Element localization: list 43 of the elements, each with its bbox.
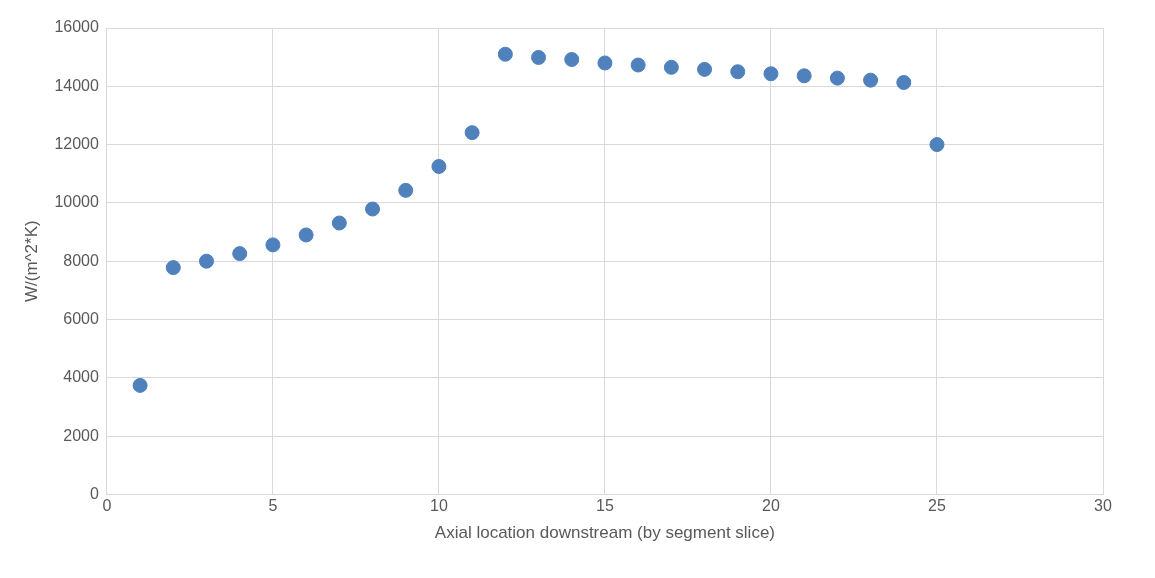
- point: [929, 137, 945, 153]
- y-axis-title: W/(m^2*K): [21, 220, 41, 303]
- x-tick-label: 25: [928, 497, 946, 515]
- point: [531, 49, 547, 65]
- y-tick-label: 6000: [63, 309, 99, 327]
- x-tick-label: 15: [596, 497, 614, 515]
- x-axis-title: Axial location downstream (by segment slice): [434, 523, 776, 543]
- point: [796, 68, 812, 84]
- point: [265, 237, 281, 253]
- point: [597, 55, 613, 71]
- point: [763, 66, 779, 82]
- point: [232, 246, 248, 262]
- point: [829, 70, 845, 86]
- y-tick-label: 2000: [63, 426, 99, 444]
- point: [863, 72, 879, 88]
- point: [132, 377, 148, 393]
- point: [730, 64, 746, 80]
- y-tick-label: 16000: [54, 18, 99, 36]
- x-tick-label: 10: [430, 497, 448, 515]
- point: [365, 201, 381, 217]
- point: [564, 51, 580, 67]
- point: [431, 158, 447, 174]
- point: [697, 61, 713, 77]
- point: [663, 59, 679, 75]
- x-tick-label: 30: [1094, 497, 1112, 515]
- y-tick-label: 14000: [54, 76, 99, 94]
- x-tick-label: 5: [268, 497, 278, 515]
- x-tick-label: 0: [102, 497, 112, 515]
- y-tick-label: 12000: [54, 135, 99, 153]
- point: [331, 215, 347, 231]
- y-tick-label: 0: [89, 484, 99, 502]
- point: [464, 125, 480, 141]
- point: [165, 260, 181, 276]
- point: [199, 253, 214, 269]
- point: [630, 57, 646, 73]
- point: [398, 182, 414, 198]
- y-tick-label: 8000: [63, 251, 99, 269]
- point: [896, 75, 912, 91]
- y-tick-label: 10000: [54, 193, 99, 211]
- x-tick-label: 20: [762, 497, 780, 515]
- point: [298, 227, 314, 243]
- point: [497, 46, 513, 62]
- y-tick-label: 4000: [63, 368, 99, 386]
